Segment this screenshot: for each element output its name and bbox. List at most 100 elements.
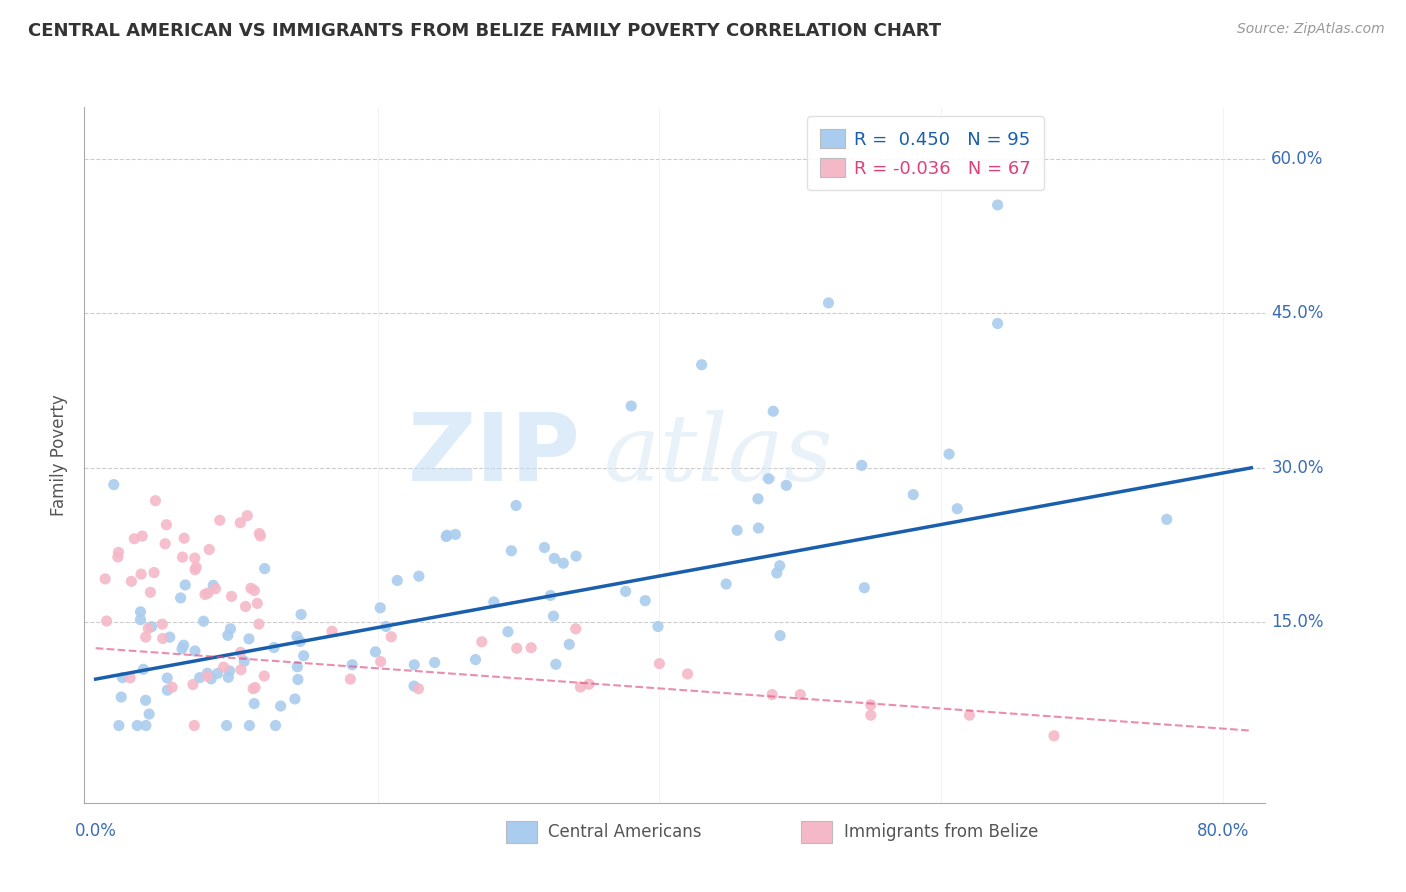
Point [233,654,256,668]
Point [762,404,785,418]
Point [217,670,239,684]
Text: Source: ZipAtlas.com: Source: ZipAtlas.com [1237,22,1385,37]
Point [120,671,142,685]
Text: ZIP: ZIP [408,409,581,501]
Point [634,593,657,607]
Point [181,677,204,691]
Point [221,590,243,604]
Point [242,681,264,696]
Text: Immigrants from Belize: Immigrants from Belize [844,822,1038,841]
Point [938,447,960,461]
Point [195,669,218,683]
Point [173,531,195,545]
Point [107,545,129,559]
Point [747,521,769,535]
Text: Central Americans: Central Americans [548,822,702,841]
Point [184,563,207,577]
Point [264,718,287,732]
Point [247,617,270,632]
Point [193,614,215,628]
Point [243,697,266,711]
Point [253,561,276,575]
Text: 60.0%: 60.0% [1271,150,1323,168]
Point [107,549,129,564]
Point [243,681,266,695]
Point [676,667,699,681]
Point [769,558,792,573]
Point [169,591,191,605]
Point [851,458,873,473]
Point [139,585,162,599]
Point [765,566,787,580]
Point [204,582,226,596]
Point [229,516,252,530]
Point [387,574,409,588]
Point [903,487,925,501]
Text: 15.0%: 15.0% [1271,614,1324,632]
Point [156,683,179,698]
Point [184,551,207,566]
Point [340,657,363,672]
Point [564,622,586,636]
Point [292,648,315,663]
Point [1156,512,1178,526]
Text: 30.0%: 30.0% [1271,458,1324,477]
Point [553,556,575,570]
Point [859,698,882,712]
Point [229,663,252,677]
Point [505,499,527,513]
Point [285,630,308,644]
Point [136,621,159,635]
Point [249,529,271,543]
Point [135,693,157,707]
Point [173,638,195,652]
Point [152,632,174,646]
Point [957,708,980,723]
Point [129,613,152,627]
Point [285,659,308,673]
Point [131,529,153,543]
Point [202,578,225,592]
Point [648,657,671,671]
Point [138,707,160,722]
Point [132,662,155,676]
Point [156,671,179,685]
Point [290,607,312,622]
Point [620,399,643,413]
Point [614,584,637,599]
Point [172,550,194,565]
Point [110,690,132,704]
Point [370,655,392,669]
Point [243,583,266,598]
Point [506,641,529,656]
Point [217,628,239,642]
Point [543,609,565,624]
Point [186,560,208,574]
Point [725,524,748,538]
Point [174,578,197,592]
Point [129,567,152,582]
Point [520,640,543,655]
Point [212,660,235,674]
Text: 0.0%: 0.0% [75,822,117,840]
Point [127,718,149,732]
Text: 45.0%: 45.0% [1271,304,1323,322]
Point [1043,729,1066,743]
Point [544,657,567,672]
Point [501,543,523,558]
Legend: R =  0.450   N = 95, R = -0.036   N = 67: R = 0.450 N = 95, R = -0.036 N = 67 [807,116,1043,190]
Point [747,491,769,506]
Point [208,513,231,527]
Point [714,577,737,591]
Point [471,635,494,649]
Point [238,632,260,646]
Y-axis label: Family Poverty: Family Poverty [51,394,69,516]
Point [290,634,312,648]
Point [364,645,387,659]
Text: 80.0%: 80.0% [1197,822,1250,840]
Point [124,532,146,546]
Point [159,630,181,644]
Point [761,688,783,702]
Point [408,681,430,696]
Point [647,619,669,633]
